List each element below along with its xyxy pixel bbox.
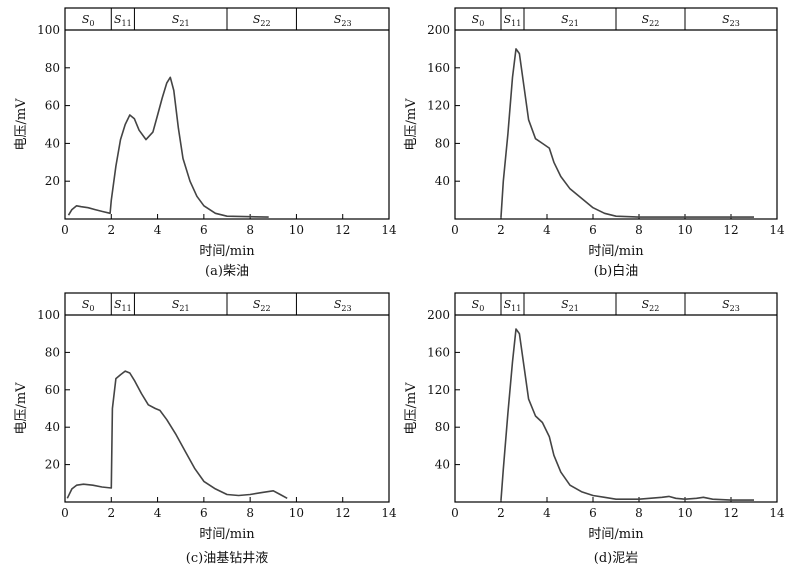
x-axis-label: 时间/min — [588, 527, 644, 542]
y-tick-label: 160 — [427, 345, 450, 359]
x-tick-label: 6 — [589, 506, 597, 520]
segment-label: S11 — [504, 13, 522, 28]
segment-label: S23 — [722, 298, 740, 313]
x-tick-label: 2 — [107, 223, 115, 237]
segment-label: S21 — [561, 13, 579, 28]
segment-label: S11 — [114, 298, 132, 313]
segment-label: S23 — [334, 13, 352, 28]
series-line — [500, 328, 754, 501]
y-axis-label: 电压/mV — [404, 98, 419, 151]
chart-panel-1: S0 S11 S21 S22 S23 0 2 4 6 8 10 12 14 40 80 120 160 200 时间… — [404, 7, 785, 279]
x-tick-label: 10 — [677, 223, 692, 237]
y-tick-label: 40 — [45, 420, 60, 434]
x-axis-label: 时间/min — [199, 527, 255, 542]
y-axis-label: 电压/mV — [14, 382, 29, 435]
segment-label: S21 — [561, 298, 579, 313]
x-tick-label: 6 — [200, 506, 208, 520]
y-tick-label: 100 — [37, 23, 60, 37]
y-tick-label: 20 — [45, 458, 60, 472]
x-tick-label: 8 — [635, 223, 643, 237]
y-axis-label: 电压/mV — [404, 382, 419, 435]
segment-label: S22 — [253, 13, 271, 28]
y-tick-label: 80 — [45, 61, 60, 75]
y-tick-label: 160 — [427, 61, 450, 75]
y-tick-label: 200 — [427, 308, 450, 322]
y-tick-label: 80 — [435, 420, 450, 434]
x-tick-label: 0 — [61, 223, 69, 237]
x-tick-label: 10 — [677, 506, 692, 520]
y-tick-label: 40 — [45, 136, 60, 150]
x-tick-label: 10 — [289, 223, 304, 237]
y-tick-label: 60 — [45, 383, 60, 397]
segment-label: S21 — [172, 13, 190, 28]
x-tick-label: 14 — [381, 506, 397, 520]
x-tick-label: 6 — [200, 223, 208, 237]
segment-label: S0 — [472, 13, 485, 28]
y-tick-label: 200 — [427, 23, 450, 37]
segment-label: S0 — [82, 298, 95, 313]
panel-caption: (a)柴油 — [205, 264, 249, 279]
x-tick-label: 14 — [769, 506, 785, 520]
x-tick-label: 0 — [61, 506, 69, 520]
segment-label: S23 — [334, 298, 352, 313]
segment-label: S0 — [82, 13, 95, 28]
x-tick-label: 0 — [451, 506, 459, 520]
y-axis-label: 电压/mV — [14, 98, 29, 151]
y-tick-label: 20 — [45, 174, 60, 188]
x-axis-label: 时间/min — [199, 244, 255, 259]
series-line — [67, 76, 269, 218]
y-tick-label: 40 — [435, 458, 450, 472]
x-tick-label: 0 — [451, 223, 459, 237]
x-tick-label: 2 — [497, 506, 505, 520]
chart-panel-0: S0 S11 S21 S22 S23 0 2 4 6 8 10 12 14 20 40 60 80 100 时间/m… — [14, 7, 397, 279]
segment-label: S22 — [642, 298, 660, 313]
x-tick-label: 4 — [154, 506, 162, 520]
segment-label: S22 — [253, 298, 271, 313]
y-tick-label: 80 — [45, 345, 60, 359]
y-tick-label: 80 — [435, 136, 450, 150]
y-tick-label: 60 — [45, 99, 60, 113]
y-tick-label: 40 — [435, 174, 450, 188]
x-tick-label: 12 — [723, 223, 738, 237]
segment-label: S11 — [504, 298, 522, 313]
x-tick-label: 2 — [107, 506, 115, 520]
x-tick-label: 10 — [289, 506, 304, 520]
segment-label: S22 — [642, 13, 660, 28]
x-tick-label: 12 — [335, 506, 350, 520]
segment-label: S23 — [722, 13, 740, 28]
chart-panel-2: S0 S11 S21 S22 S23 0 2 4 6 8 10 12 14 20 40 60 80 100 时间/m… — [14, 292, 397, 566]
x-tick-label: 8 — [635, 506, 643, 520]
segment-label: S21 — [172, 298, 190, 313]
series-line — [500, 48, 754, 218]
series-line — [66, 370, 288, 500]
panel-caption: (c)油基钻井液 — [186, 551, 268, 566]
y-tick-label: 120 — [427, 383, 450, 397]
x-tick-label: 14 — [769, 223, 785, 237]
y-tick-label: 120 — [427, 99, 450, 113]
x-tick-label: 4 — [154, 223, 162, 237]
chart-panel-3: S0 S11 S21 S22 S23 0 2 4 6 8 10 12 14 40 80 120 160 200 时间… — [404, 292, 785, 566]
y-tick-label: 100 — [37, 308, 60, 322]
x-tick-label: 4 — [543, 223, 551, 237]
x-tick-label: 14 — [381, 223, 397, 237]
panel-caption: (b)白油 — [594, 263, 638, 279]
segment-label: S0 — [472, 298, 485, 313]
x-tick-label: 12 — [723, 506, 738, 520]
x-tick-label: 4 — [543, 506, 551, 520]
x-axis-label: 时间/min — [588, 244, 644, 259]
x-tick-label: 8 — [246, 506, 254, 520]
x-tick-label: 2 — [497, 223, 505, 237]
x-tick-label: 12 — [335, 223, 350, 237]
panel-caption: (d)泥岩 — [594, 551, 638, 566]
segment-label: S11 — [114, 13, 132, 28]
x-tick-label: 6 — [589, 223, 597, 237]
x-tick-label: 8 — [246, 223, 254, 237]
